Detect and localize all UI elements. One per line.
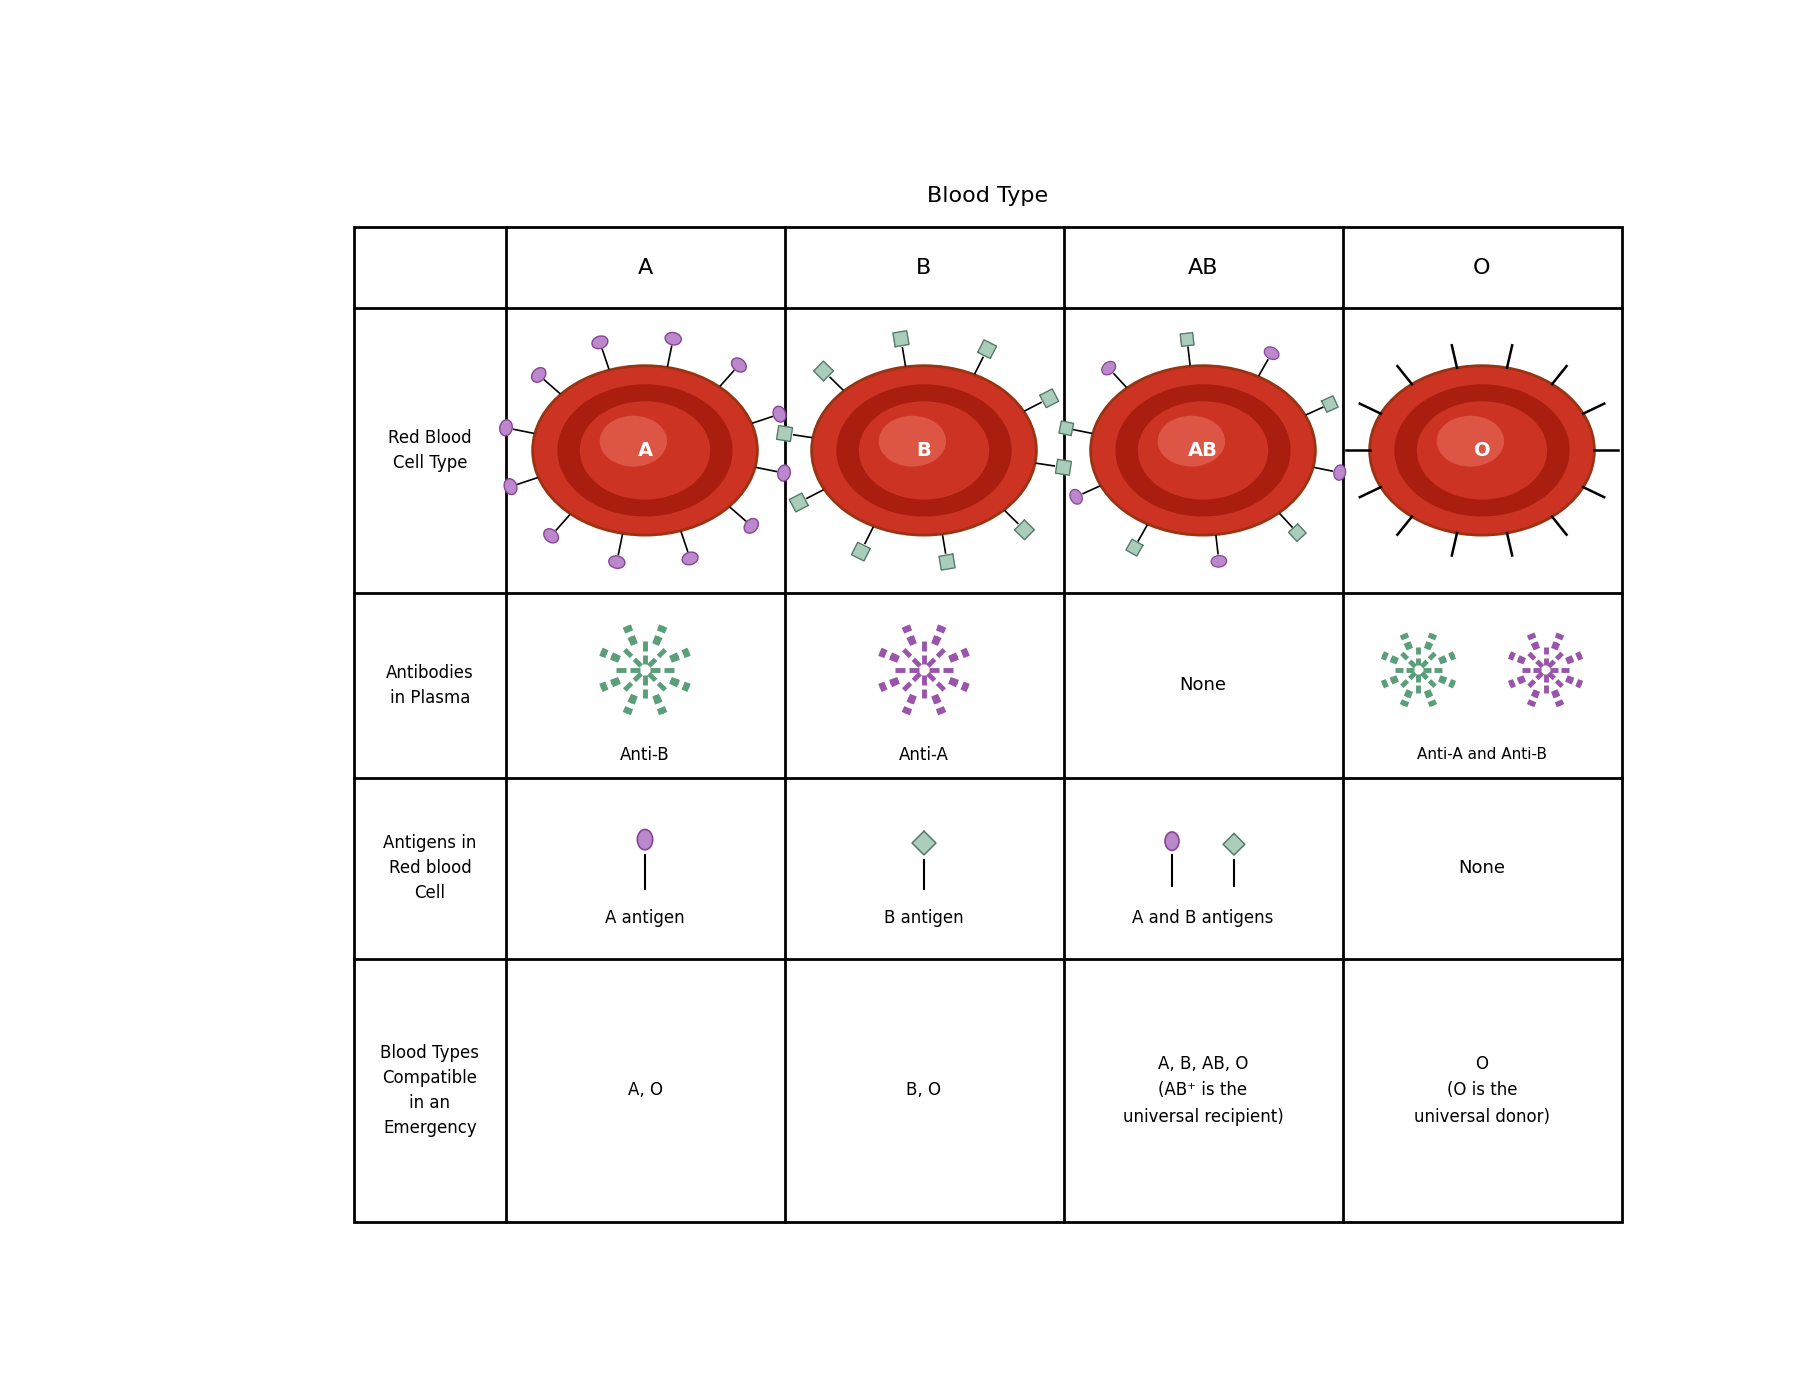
Text: O: O bbox=[1473, 258, 1491, 277]
Ellipse shape bbox=[1437, 416, 1504, 466]
Ellipse shape bbox=[681, 553, 698, 565]
Text: AB: AB bbox=[1187, 258, 1218, 277]
Text: O
(O is the
universal donor): O (O is the universal donor) bbox=[1413, 1055, 1549, 1126]
Polygon shape bbox=[939, 554, 955, 571]
Ellipse shape bbox=[580, 401, 710, 500]
Polygon shape bbox=[911, 831, 937, 855]
Ellipse shape bbox=[1265, 347, 1279, 359]
Polygon shape bbox=[852, 543, 870, 561]
Text: A: A bbox=[638, 441, 652, 459]
Ellipse shape bbox=[558, 384, 732, 516]
Polygon shape bbox=[1056, 459, 1071, 475]
Ellipse shape bbox=[812, 366, 1036, 535]
Ellipse shape bbox=[774, 406, 786, 422]
Ellipse shape bbox=[879, 416, 946, 466]
Text: A and B antigens: A and B antigens bbox=[1132, 909, 1274, 927]
Ellipse shape bbox=[777, 465, 790, 482]
Text: None: None bbox=[1459, 859, 1506, 877]
Ellipse shape bbox=[837, 384, 1011, 516]
Ellipse shape bbox=[1417, 401, 1547, 500]
Text: Anti-A and Anti-B: Anti-A and Anti-B bbox=[1417, 748, 1547, 761]
Ellipse shape bbox=[1395, 384, 1569, 516]
Polygon shape bbox=[978, 340, 997, 359]
Polygon shape bbox=[790, 493, 808, 512]
Text: Blood Type: Blood Type bbox=[928, 187, 1049, 206]
Text: B, O: B, O bbox=[906, 1082, 942, 1100]
Ellipse shape bbox=[544, 529, 558, 543]
Text: Red Blood
Cell Type: Red Blood Cell Type bbox=[388, 429, 471, 472]
Ellipse shape bbox=[1158, 416, 1225, 466]
Polygon shape bbox=[1040, 388, 1058, 408]
Text: A antigen: A antigen bbox=[605, 909, 685, 927]
Ellipse shape bbox=[1370, 366, 1595, 535]
Text: Blood Types
Compatible
in an
Emergency: Blood Types Compatible in an Emergency bbox=[381, 1044, 480, 1137]
Text: B: B bbox=[917, 441, 931, 459]
Polygon shape bbox=[1180, 333, 1194, 347]
Ellipse shape bbox=[859, 401, 989, 500]
Ellipse shape bbox=[638, 830, 652, 849]
Polygon shape bbox=[1288, 523, 1306, 541]
Ellipse shape bbox=[1165, 832, 1180, 851]
Ellipse shape bbox=[533, 366, 757, 535]
Ellipse shape bbox=[500, 420, 513, 436]
Text: Anti-A: Anti-A bbox=[899, 746, 949, 764]
Text: B antigen: B antigen bbox=[884, 909, 964, 927]
Ellipse shape bbox=[1091, 366, 1316, 535]
Ellipse shape bbox=[600, 416, 667, 466]
Polygon shape bbox=[777, 426, 792, 441]
Polygon shape bbox=[1321, 395, 1337, 412]
Ellipse shape bbox=[1210, 555, 1227, 567]
Ellipse shape bbox=[745, 519, 759, 533]
Ellipse shape bbox=[1334, 465, 1346, 480]
Text: None: None bbox=[1180, 677, 1227, 695]
Polygon shape bbox=[1125, 539, 1143, 555]
Ellipse shape bbox=[1069, 490, 1082, 504]
Text: B: B bbox=[917, 258, 931, 277]
Ellipse shape bbox=[1102, 362, 1116, 374]
Text: A, O: A, O bbox=[627, 1082, 663, 1100]
Ellipse shape bbox=[504, 479, 516, 494]
Text: A, B, AB, O
(AB⁺ is the
universal recipient): A, B, AB, O (AB⁺ is the universal recipi… bbox=[1123, 1055, 1283, 1126]
Polygon shape bbox=[1015, 521, 1035, 540]
Text: Antibodies
in Plasma: Antibodies in Plasma bbox=[386, 664, 473, 707]
Text: O: O bbox=[1473, 441, 1489, 459]
Polygon shape bbox=[1223, 834, 1245, 855]
Text: Anti-B: Anti-B bbox=[620, 746, 670, 764]
Polygon shape bbox=[893, 331, 910, 347]
Text: AB: AB bbox=[1189, 441, 1218, 459]
Ellipse shape bbox=[665, 333, 681, 345]
Ellipse shape bbox=[1138, 401, 1268, 500]
Ellipse shape bbox=[531, 367, 545, 383]
Ellipse shape bbox=[1116, 384, 1290, 516]
Polygon shape bbox=[1058, 420, 1073, 436]
Text: Antigens in
Red blood
Cell: Antigens in Red blood Cell bbox=[384, 834, 477, 902]
Ellipse shape bbox=[609, 555, 625, 568]
Polygon shape bbox=[814, 361, 834, 381]
Ellipse shape bbox=[593, 335, 607, 349]
Ellipse shape bbox=[732, 358, 747, 372]
Text: A: A bbox=[638, 258, 652, 277]
